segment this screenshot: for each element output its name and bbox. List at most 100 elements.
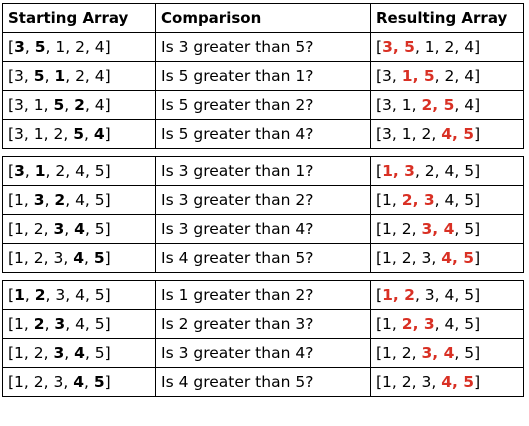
array-segment: [ — [376, 286, 383, 304]
compared-segment: 2 — [33, 315, 45, 333]
array-segment: [1, — [376, 315, 402, 333]
swapped-segment: 2 — [404, 286, 415, 304]
swapped-segment: 4 — [443, 344, 455, 362]
array-segment: [1, — [8, 315, 34, 333]
array-segment: , 5] — [84, 344, 111, 362]
swapped-segment: , — [432, 96, 444, 114]
array-segment: [1, — [376, 191, 402, 209]
compared-segment: 5 — [93, 373, 105, 391]
resulting-array-cell: [3, 1, 5, 2, 4] — [370, 61, 524, 91]
swapped-segment: , — [452, 125, 464, 143]
swapped-segment: 5 — [404, 38, 415, 56]
starting-array-cell: [1, 2, 3, 4, 5] — [2, 243, 156, 273]
array-segment: , 5] — [454, 220, 481, 238]
comparison-cell: Is 2 greater than 3? — [155, 309, 371, 339]
compared-segment: 3 — [53, 220, 65, 238]
header-row: Starting Array Comparison Resulting Arra… — [2, 3, 524, 33]
resulting-array-cell: [3, 1, 2, 4, 5] — [370, 119, 524, 149]
resulting-array-cell: [1, 2, 3, 4, 5] — [370, 309, 524, 339]
swapped-segment: 3 — [421, 220, 433, 238]
swapped-segment: 4 — [441, 373, 452, 391]
array-segment: ] — [104, 373, 111, 391]
array-segment: , — [64, 344, 75, 362]
array-segment: , 2, 4] — [434, 67, 481, 85]
array-segment: , 5] — [84, 220, 111, 238]
array-segment: [ — [376, 38, 383, 56]
compared-segment: 5 — [53, 96, 65, 114]
array-segment: , 2, 4, 5] — [414, 162, 481, 180]
array-segment: , — [44, 67, 55, 85]
compared-segment: 2 — [54, 191, 66, 209]
swapped-segment: 5 — [423, 67, 435, 85]
swapped-segment: 4 — [441, 125, 452, 143]
swapped-segment: 2 — [401, 315, 413, 333]
pass-separator — [2, 272, 524, 281]
swapped-segment: , — [452, 249, 464, 267]
pass-separator — [2, 148, 524, 157]
comparison-cell: Is 3 greater than 5? — [155, 32, 371, 62]
array-segment: , — [44, 191, 55, 209]
array-segment: , 1, 2, 4] — [45, 38, 111, 56]
resulting-array-cell: [1, 2, 3, 4, 5] — [370, 214, 524, 244]
array-segment: [1, — [8, 191, 34, 209]
bubble-sort-table-container: Starting Array Comparison Resulting Arra… — [2, 3, 524, 397]
comparison-cell: Is 4 greater than 5? — [155, 367, 371, 397]
compared-segment: 1 — [34, 162, 46, 180]
compared-segment: 3 — [54, 315, 66, 333]
compared-segment: 4 — [73, 373, 84, 391]
array-segment: [3, — [376, 67, 402, 85]
comparison-cell: Is 3 greater than 1? — [155, 156, 371, 186]
array-segment: , — [24, 286, 35, 304]
array-segment: , — [84, 125, 94, 143]
swapped-segment: 1 — [382, 162, 393, 180]
swapped-segment: 3 — [404, 162, 415, 180]
starting-array-cell: [1, 2, 3, 4, 5] — [2, 309, 156, 339]
starting-array-cell: [3, 5, 1, 2, 4] — [2, 61, 156, 91]
compared-segment: 5 — [93, 249, 105, 267]
compared-segment: 3 — [53, 344, 65, 362]
starting-array-cell: [3, 1, 2, 5, 4] — [2, 119, 156, 149]
comparison-cell: Is 4 greater than 5? — [155, 243, 371, 273]
array-segment: [3, 1, — [376, 96, 422, 114]
table-row: [3, 1, 2, 5, 4] Is 5 greater than 4? [3, 1… — [2, 119, 524, 149]
array-segment: [3, 1, 2, — [376, 125, 442, 143]
swapped-segment: 3 — [421, 344, 433, 362]
array-segment: , 5] — [454, 344, 481, 362]
array-segment: [ — [8, 162, 15, 180]
array-segment: [1, 2, 3, — [376, 249, 442, 267]
swapped-segment: , — [392, 38, 405, 56]
table-row: [3, 1, 5, 2, 4] Is 5 greater than 2? [3, 1… — [2, 90, 524, 120]
header-comparison: Comparison — [155, 3, 371, 33]
array-segment: ] — [474, 125, 481, 143]
swapped-segment: 4 — [441, 249, 452, 267]
compared-segment: 5 — [33, 67, 45, 85]
array-segment: [3, — [8, 67, 34, 85]
array-segment: [1, 2, — [8, 344, 54, 362]
compared-segment: 5 — [34, 38, 46, 56]
array-segment: , 3, 4, 5] — [45, 286, 111, 304]
table-row: [1, 2, 3, 4, 5] Is 3 greater than 4? [1, 2… — [2, 338, 524, 368]
swapped-segment: 1 — [401, 67, 413, 85]
swapped-segment: 5 — [463, 373, 475, 391]
array-segment: , 2, 4] — [65, 67, 111, 85]
array-segment: [ — [8, 286, 15, 304]
compared-segment: 3 — [33, 191, 45, 209]
comparison-cell: Is 3 greater than 4? — [155, 214, 371, 244]
array-segment: , — [24, 162, 35, 180]
swapped-segment: 2 — [401, 191, 413, 209]
swapped-segment: 3 — [423, 315, 435, 333]
array-segment: , — [44, 315, 55, 333]
table-row: [1, 2, 3, 4, 5] Is 4 greater than 5? [1, 2… — [2, 367, 524, 397]
array-segment: , 4, 5] — [65, 191, 111, 209]
swapped-segment: 2 — [421, 96, 433, 114]
array-segment: , — [64, 96, 75, 114]
array-segment: [1, 2, — [376, 220, 422, 238]
comparison-cell: Is 1 greater than 2? — [155, 280, 371, 310]
table-row: [3, 1, 2, 4, 5] Is 3 greater than 1? [1, 3… — [2, 156, 524, 186]
swapped-segment: 3 — [423, 191, 435, 209]
table-row: [3, 5, 1, 2, 4] Is 5 greater than 1? [3, 1… — [2, 61, 524, 91]
starting-array-cell: [3, 1, 5, 2, 4] — [2, 90, 156, 120]
compared-segment: 1 — [54, 67, 66, 85]
swapped-segment: , — [412, 67, 424, 85]
compared-segment: 4 — [73, 249, 84, 267]
